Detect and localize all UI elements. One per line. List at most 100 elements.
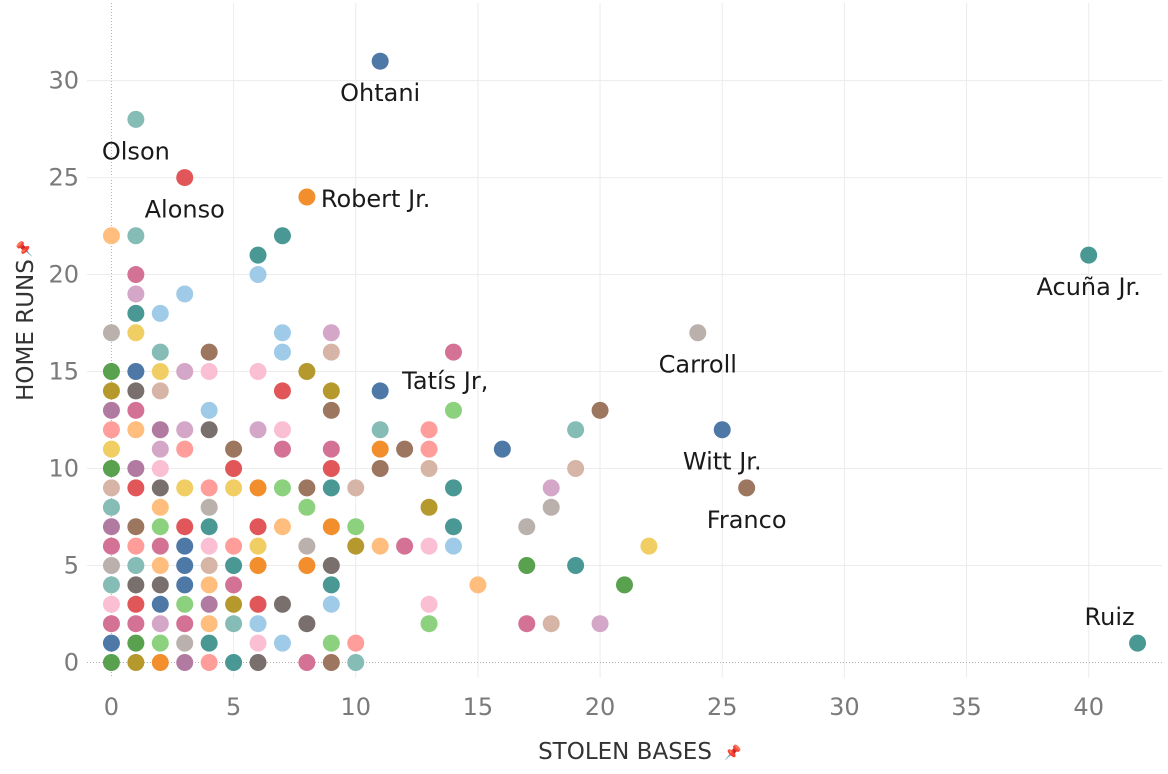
data-point[interactable] (176, 557, 194, 574)
y-axis-pin-icon[interactable]: 📌 (15, 240, 33, 258)
data-point[interactable] (420, 498, 438, 516)
data-point[interactable] (127, 285, 145, 303)
data-point[interactable] (542, 615, 560, 633)
data-point[interactable] (371, 460, 389, 478)
data-point[interactable] (273, 343, 291, 361)
data-point[interactable] (444, 537, 462, 555)
data-point[interactable] (102, 595, 120, 613)
data-point[interactable] (298, 498, 316, 516)
data-point[interactable] (200, 557, 218, 574)
data-point[interactable] (127, 382, 145, 400)
data-point[interactable] (322, 576, 340, 594)
data-point[interactable] (151, 304, 169, 322)
data-point[interactable] (322, 343, 340, 361)
data-point[interactable] (273, 479, 291, 497)
data-point[interactable] (127, 401, 145, 419)
data-point[interactable] (322, 382, 340, 400)
data-point[interactable] (151, 479, 169, 497)
data-point[interactable] (347, 653, 365, 671)
data-point[interactable] (225, 595, 243, 613)
data-point[interactable] (151, 595, 169, 613)
data-point[interactable] (127, 421, 145, 439)
data-point[interactable] (444, 479, 462, 497)
data-point[interactable] (444, 401, 462, 419)
data-point[interactable] (200, 363, 218, 381)
data-point[interactable] (273, 421, 291, 439)
data-point[interactable] (102, 460, 120, 478)
data-point[interactable] (567, 460, 585, 478)
data-point[interactable] (127, 479, 145, 497)
x-axis-title[interactable]: STOLEN BASES (538, 739, 712, 765)
data-point[interactable] (371, 382, 389, 400)
data-point[interactable] (176, 421, 194, 439)
data-point[interactable] (102, 518, 120, 536)
data-point[interactable] (542, 498, 560, 516)
data-point[interactable] (298, 363, 316, 381)
data-point[interactable] (102, 615, 120, 633)
data-point[interactable] (225, 460, 243, 478)
data-point[interactable] (396, 537, 414, 555)
data-point[interactable] (273, 634, 291, 652)
data-point[interactable] (347, 537, 365, 555)
data-point[interactable] (322, 479, 340, 497)
data-point[interactable] (127, 227, 145, 245)
y-axis-title[interactable]: HOME RUNS (13, 259, 39, 401)
x-axis-pin-icon[interactable]: 📌 (724, 743, 742, 761)
data-point[interactable] (249, 634, 267, 652)
data-point[interactable] (102, 537, 120, 555)
data-point[interactable] (102, 498, 120, 516)
data-point[interactable] (127, 266, 145, 284)
data-point[interactable] (127, 557, 145, 574)
data-point[interactable] (176, 595, 194, 613)
data-point[interactable] (200, 343, 218, 361)
data-point[interactable] (567, 421, 585, 439)
data-point[interactable] (127, 595, 145, 613)
data-point[interactable] (591, 615, 609, 633)
data-point[interactable] (249, 421, 267, 439)
data-point[interactable] (249, 537, 267, 555)
data-point[interactable] (249, 518, 267, 536)
data-point[interactable] (444, 343, 462, 361)
data-point[interactable] (102, 479, 120, 497)
data-point[interactable] (420, 460, 438, 478)
data-point[interactable] (151, 634, 169, 652)
data-point[interactable] (127, 615, 145, 633)
data-point[interactable] (176, 634, 194, 652)
data-point[interactable] (102, 324, 120, 342)
data-point[interactable] (444, 518, 462, 536)
data-point[interactable] (322, 440, 340, 458)
data-point[interactable] (200, 518, 218, 536)
data-point[interactable] (371, 440, 389, 458)
data-point[interactable] (102, 576, 120, 594)
data-point[interactable] (151, 615, 169, 633)
data-point[interactable] (249, 246, 267, 264)
data-point[interactable] (469, 576, 487, 594)
data-point[interactable] (102, 634, 120, 652)
data-point[interactable] (371, 52, 389, 70)
data-point[interactable] (249, 595, 267, 613)
data-point[interactable] (200, 576, 218, 594)
data-point[interactable] (102, 421, 120, 439)
data-point[interactable] (518, 518, 536, 536)
data-point[interactable] (200, 653, 218, 671)
data-point[interactable] (102, 653, 120, 671)
data-point[interactable] (371, 537, 389, 555)
data-point[interactable] (616, 576, 633, 594)
data-point[interactable] (273, 518, 291, 536)
data-point[interactable] (151, 518, 169, 536)
data-point[interactable] (127, 304, 145, 322)
data-point[interactable] (127, 634, 145, 652)
data-point[interactable] (176, 576, 194, 594)
data-point[interactable] (200, 615, 218, 633)
data-point[interactable] (542, 479, 560, 497)
data-point[interactable] (298, 537, 316, 555)
data-point[interactable] (151, 460, 169, 478)
data-point[interactable] (322, 653, 340, 671)
data-point[interactable] (273, 595, 291, 613)
data-point[interactable] (371, 421, 389, 439)
data-point[interactable] (567, 557, 585, 574)
data-point[interactable] (420, 537, 438, 555)
data-point[interactable] (151, 421, 169, 439)
data-point[interactable] (322, 401, 340, 419)
data-point[interactable] (322, 557, 340, 574)
